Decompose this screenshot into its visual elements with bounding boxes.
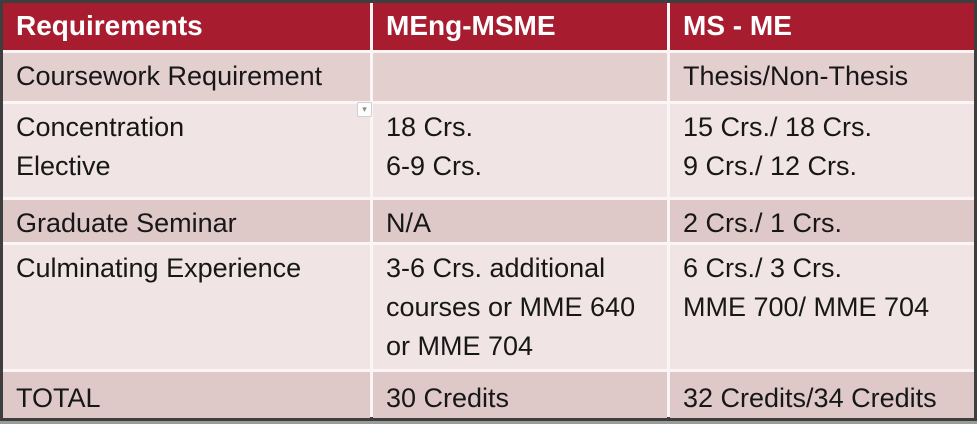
column-header-meng-msme: MEng-MSME	[373, 3, 667, 50]
cell-total-label: TOTAL	[3, 372, 370, 418]
cell-culminating-ms-me: 6 Crs./ 3 Crs. MME 700/ MME 704	[670, 245, 974, 369]
column-header-ms-me: MS - ME	[670, 3, 974, 50]
cell-concentration-elective-label: Concentration Elective	[3, 104, 370, 197]
cell-concentration-meng-msme: 18 Crs. 6-9 Crs.	[373, 104, 667, 197]
cell-concentration-ms-me: 15 Crs./ 18 Crs. 9 Crs./ 12 Crs.	[670, 104, 974, 197]
cell-total-ms-me: 32 Credits/34 Credits	[670, 372, 974, 418]
cell-total-meng-msme: 30 Credits	[373, 372, 667, 418]
chevron-down-icon: ▾	[362, 104, 367, 114]
cell-graduate-seminar-meng-msme: N/A	[373, 200, 667, 242]
cell-coursework-ms-me: Thesis/Non-Thesis	[670, 53, 974, 101]
cell-coursework-meng-msme	[373, 53, 667, 101]
cell-coursework-requirement-label: Coursework Requirement	[3, 53, 370, 101]
cell-culminating-experience-label: Culminating Experience	[3, 245, 370, 369]
cell-graduate-seminar-ms-me: 2 Crs./ 1 Crs.	[670, 200, 974, 242]
autofit-options-button[interactable]: ▾	[357, 102, 372, 117]
column-header-requirements: Requirements	[3, 3, 370, 50]
cell-graduate-seminar-label: Graduate Seminar	[3, 200, 370, 242]
cell-culminating-meng-msme: 3-6 Crs. additional courses or MME 640 o…	[373, 245, 667, 369]
